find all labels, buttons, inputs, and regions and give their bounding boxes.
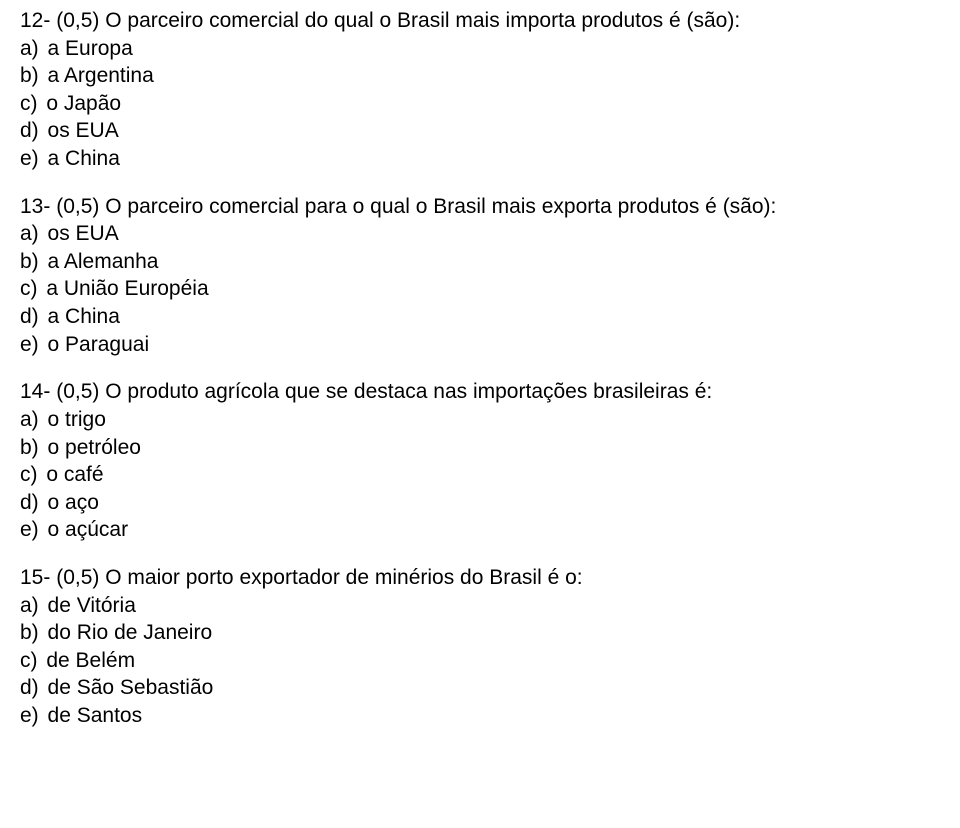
option-text: a União Européia — [43, 277, 208, 300]
question-block: 12- (0,5) O parceiro comercial do qual o… — [20, 8, 940, 172]
option-row: a) a Europa — [20, 36, 940, 62]
option-letter: d) — [20, 119, 39, 142]
question-prompt: 12- (0,5) O parceiro comercial do qual o… — [20, 8, 940, 34]
option-text: a Argentina — [45, 64, 154, 87]
option-letter: d) — [20, 676, 39, 699]
option-letter: e) — [20, 704, 39, 727]
question-prompt: 15- (0,5) O maior porto exportador de mi… — [20, 565, 940, 591]
option-row: a) os EUA — [20, 221, 940, 247]
option-letter: c) — [20, 649, 38, 672]
question-text: O produto agrícola que se destaca nas im… — [105, 380, 712, 403]
question-number: 13- — [20, 195, 50, 218]
option-letter: a) — [20, 408, 39, 431]
option-text: o petróleo — [45, 436, 141, 459]
option-text: a Europa — [45, 37, 133, 60]
question-weight: (0,5) — [56, 195, 99, 218]
question-weight: (0,5) — [56, 566, 99, 589]
option-row: c) o café — [20, 462, 940, 488]
option-text: de Santos — [45, 704, 143, 727]
option-text: o café — [43, 463, 103, 486]
option-text: a Alemanha — [45, 250, 159, 273]
option-letter: e) — [20, 518, 39, 541]
option-row: d) de São Sebastião — [20, 675, 940, 701]
question-text: O parceiro comercial do qual o Brasil ma… — [105, 9, 740, 32]
option-letter: c) — [20, 92, 38, 115]
option-row: d) a China — [20, 304, 940, 330]
option-row: e) o açúcar — [20, 517, 940, 543]
option-row: d) os EUA — [20, 118, 940, 144]
option-row: d) o aço — [20, 490, 940, 516]
option-letter: c) — [20, 463, 38, 486]
question-text: O parceiro comercial para o qual o Brasi… — [105, 195, 776, 218]
option-letter: b) — [20, 250, 39, 273]
option-row: a) o trigo — [20, 407, 940, 433]
option-text: a China — [45, 147, 120, 170]
document-page: 12- (0,5) O parceiro comercial do qual o… — [0, 0, 960, 763]
option-text: o aço — [45, 491, 99, 514]
option-row: c) de Belém — [20, 648, 940, 674]
option-letter: b) — [20, 621, 39, 644]
question-weight: (0,5) — [56, 9, 99, 32]
option-row: e) a China — [20, 146, 940, 172]
option-row: b) do Rio de Janeiro — [20, 620, 940, 646]
question-block: 13- (0,5) O parceiro comercial para o qu… — [20, 194, 940, 358]
option-text: de Belém — [43, 649, 135, 672]
option-row: e) o Paraguai — [20, 332, 940, 358]
option-letter: e) — [20, 147, 39, 170]
option-text: o açúcar — [45, 518, 129, 541]
option-row: b) a Alemanha — [20, 249, 940, 275]
option-row: e) de Santos — [20, 703, 940, 729]
option-row: b) o petróleo — [20, 435, 940, 461]
option-text: os EUA — [45, 119, 119, 142]
option-row: a) de Vitória — [20, 593, 940, 619]
option-letter: a) — [20, 594, 39, 617]
question-block: 15- (0,5) O maior porto exportador de mi… — [20, 565, 940, 729]
option-row: c) a União Européia — [20, 276, 940, 302]
option-text: do Rio de Janeiro — [45, 621, 213, 644]
question-prompt: 13- (0,5) O parceiro comercial para o qu… — [20, 194, 940, 220]
option-text: os EUA — [45, 222, 119, 245]
option-letter: c) — [20, 277, 38, 300]
question-prompt: 14- (0,5) O produto agrícola que se dest… — [20, 379, 940, 405]
option-text: o Japão — [43, 92, 121, 115]
question-block: 14- (0,5) O produto agrícola que se dest… — [20, 379, 940, 543]
option-letter: a) — [20, 37, 39, 60]
option-text: o Paraguai — [45, 333, 150, 356]
option-row: b) a Argentina — [20, 63, 940, 89]
question-weight: (0,5) — [56, 380, 99, 403]
option-row: c) o Japão — [20, 91, 940, 117]
option-text: a China — [45, 305, 120, 328]
option-letter: a) — [20, 222, 39, 245]
option-text: o trigo — [45, 408, 106, 431]
question-text: O maior porto exportador de minérios do … — [105, 566, 582, 589]
option-text: de São Sebastião — [45, 676, 214, 699]
option-letter: d) — [20, 305, 39, 328]
option-text: de Vitória — [45, 594, 136, 617]
option-letter: d) — [20, 491, 39, 514]
option-letter: b) — [20, 436, 39, 459]
option-letter: b) — [20, 64, 39, 87]
question-number: 12- — [20, 9, 50, 32]
question-number: 15- — [20, 566, 50, 589]
option-letter: e) — [20, 333, 39, 356]
question-number: 14- — [20, 380, 50, 403]
